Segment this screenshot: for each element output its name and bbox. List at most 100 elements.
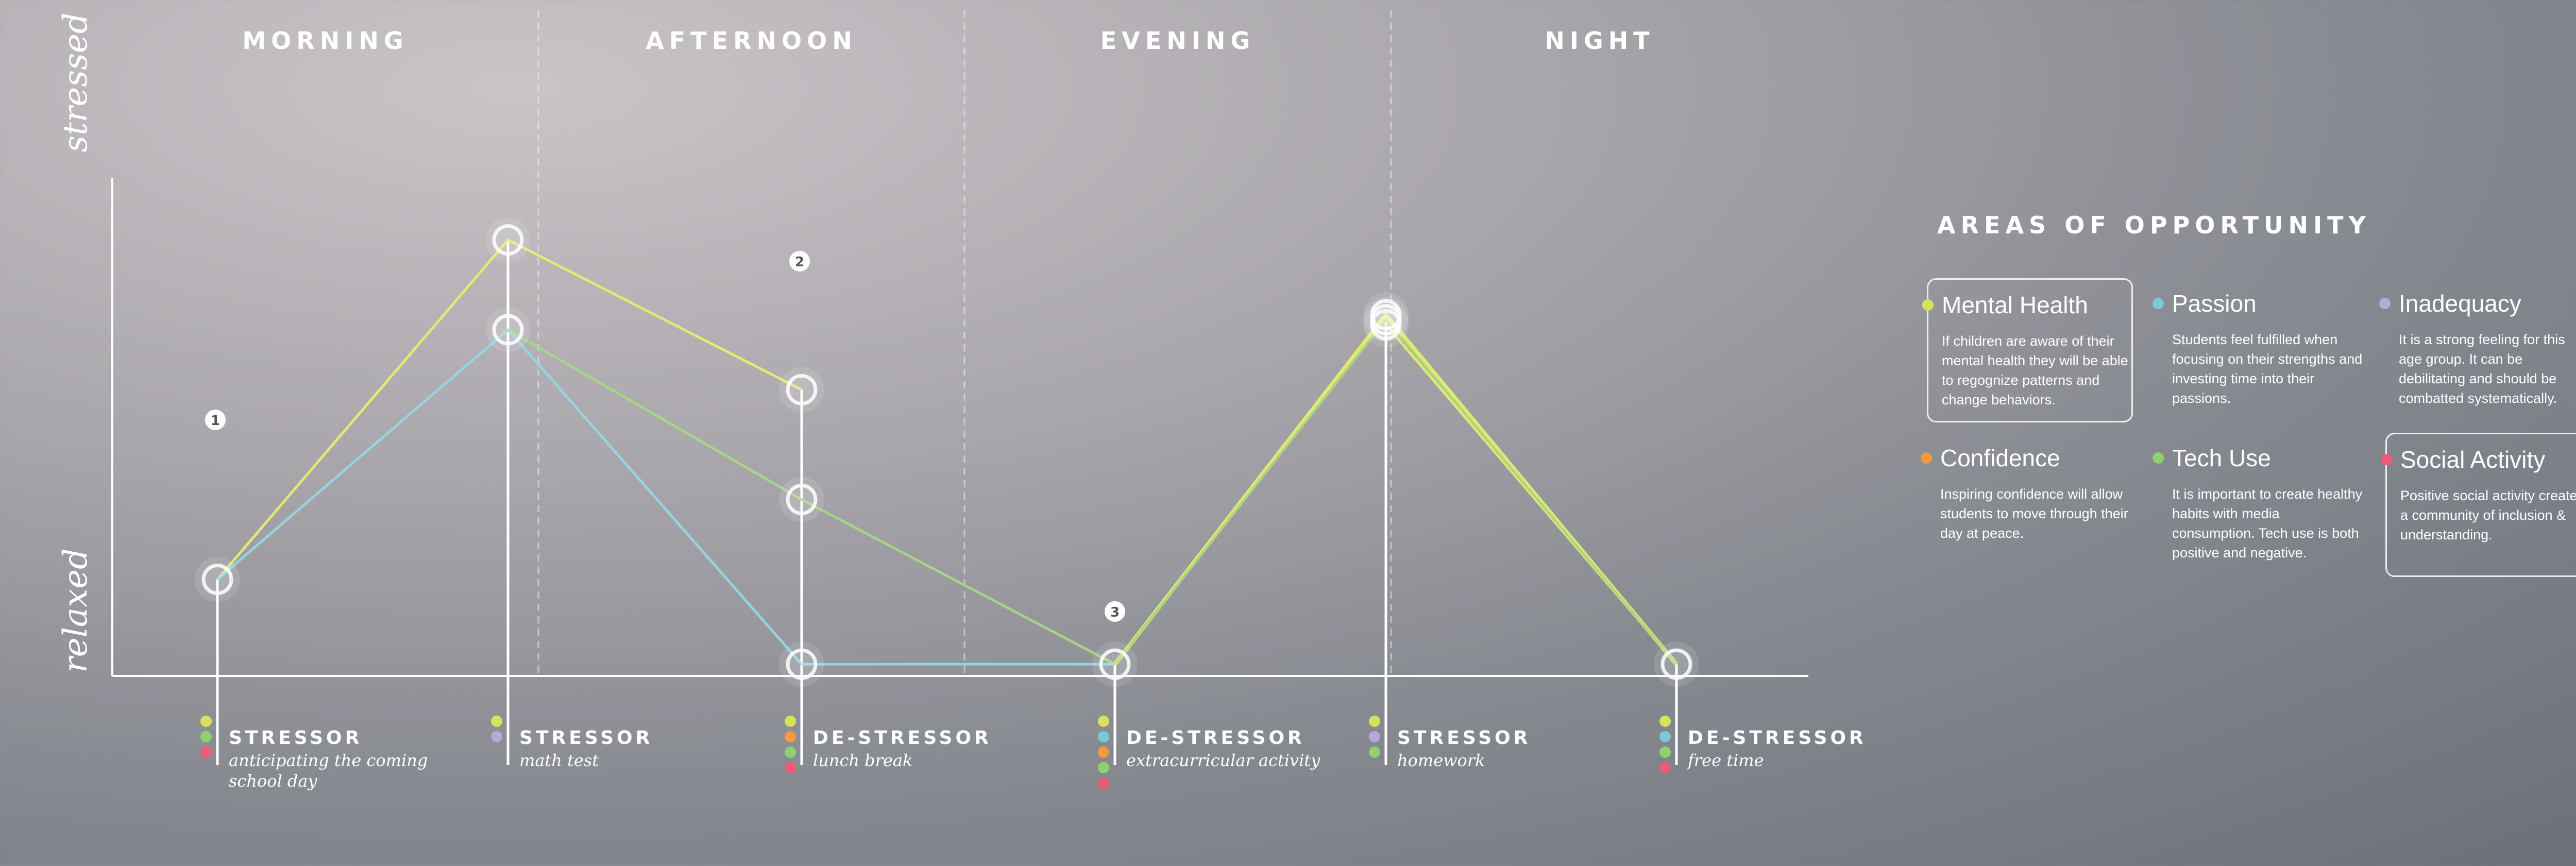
series-line-evening-peak xyxy=(1113,313,1679,666)
y-label-stressed: stressed xyxy=(57,12,95,152)
data-node-glow xyxy=(1654,641,1699,687)
data-node xyxy=(492,314,524,346)
category-dot xyxy=(1369,746,1380,758)
event-description: extracurricular activity xyxy=(1126,751,1320,770)
opportunity-description: If children are aware of their mental he… xyxy=(1942,333,2128,407)
category-dot xyxy=(200,731,212,742)
series-lines xyxy=(216,239,1679,666)
data-node-glow xyxy=(779,477,824,522)
opportunity-title: Tech Use xyxy=(2172,445,2271,471)
event-type: DE-STRESSOR xyxy=(1688,727,1867,749)
data-node xyxy=(1099,648,1131,680)
data-node-glow xyxy=(779,367,824,413)
category-dot xyxy=(1098,777,1109,789)
series-line-evening-peak xyxy=(1114,318,1677,665)
data-node xyxy=(1370,304,1402,336)
period-label: AFTERNOON xyxy=(646,27,857,55)
numbered-markers: 1 2 3 xyxy=(205,251,1125,622)
category-dot xyxy=(1369,716,1380,727)
y-scale-labels: stressed relaxed xyxy=(57,12,95,673)
category-dot xyxy=(2153,298,2164,309)
opportunity-description: It is important to create healthy habits… xyxy=(2172,486,2363,561)
opportunity-title: Passion xyxy=(2172,290,2257,317)
data-node-glow xyxy=(779,641,824,687)
category-dot xyxy=(1098,716,1109,727)
event-stems xyxy=(216,240,1678,765)
marker-number: 3 xyxy=(1110,605,1120,620)
event-description: lunch break xyxy=(813,751,912,770)
data-node xyxy=(492,224,524,256)
data-node xyxy=(1660,648,1692,680)
event-type: STRESSOR xyxy=(1397,727,1531,749)
event-description: free time xyxy=(1687,751,1764,770)
series-line xyxy=(507,328,1116,666)
category-dot xyxy=(1659,762,1671,773)
category-dot xyxy=(1659,731,1671,742)
event-type: STRESSOR xyxy=(519,727,653,749)
category-dot xyxy=(2379,298,2391,309)
marker-number: 2 xyxy=(795,254,804,270)
data-node xyxy=(786,648,818,680)
period-dividers xyxy=(537,10,1392,676)
chart-axes xyxy=(111,178,1808,677)
category-dot xyxy=(1659,746,1671,758)
category-dot xyxy=(785,731,796,742)
data-nodes xyxy=(195,217,1699,687)
opportunity-title: Inadequacy xyxy=(2399,290,2521,317)
opportunity-title: Confidence xyxy=(1940,445,2060,471)
category-dot xyxy=(491,731,502,742)
category-dot xyxy=(2381,454,2392,465)
event-type: STRESSOR xyxy=(229,727,362,749)
series-line xyxy=(216,328,1115,666)
category-dot xyxy=(785,716,796,727)
opportunity-description: It is a strong feeling for this age grou… xyxy=(2399,332,2565,406)
opportunity-description: Positive social activity creates a commu… xyxy=(2400,488,2576,542)
opportunity-card: Mental Health If children are aware of th… xyxy=(1922,278,2133,422)
event-description: homework xyxy=(1397,751,1485,770)
areas-title: AREAS OF OPPORTUNITY xyxy=(1937,211,2371,239)
category-dot xyxy=(1098,762,1109,773)
opportunity-card: Confidence Inspiring confidence will allo… xyxy=(1921,433,2133,577)
category-dot xyxy=(1369,731,1380,742)
data-node-glow xyxy=(485,307,531,353)
marker-number: 1 xyxy=(211,413,220,429)
period-label: NIGHT xyxy=(1545,27,1654,55)
data-node-glow xyxy=(1363,297,1409,343)
opportunity-title: Mental Health xyxy=(1942,292,2088,318)
marker-badge xyxy=(205,410,226,430)
category-dot xyxy=(2153,452,2164,464)
opportunity-card: Tech Use It is important to create health… xyxy=(2153,433,2365,582)
event-type: DE-STRESSOR xyxy=(1126,727,1305,749)
event-type: DE-STRESSOR xyxy=(813,727,992,749)
opportunity-title: Social Activity xyxy=(2400,446,2546,473)
data-node-glow xyxy=(485,217,531,263)
category-dot xyxy=(1098,731,1109,742)
data-node xyxy=(786,373,818,405)
data-node-glow xyxy=(195,556,240,602)
opportunity-card: Social Activity Positive social activity … xyxy=(2381,433,2576,577)
category-dot xyxy=(1659,716,1671,727)
event-description: anticipating the coming xyxy=(229,751,428,770)
category-dot xyxy=(1921,452,1932,464)
category-dot xyxy=(1098,746,1109,758)
data-node xyxy=(201,564,233,596)
category-dot xyxy=(200,716,212,727)
opportunity-description: Students feel fulfilled when focusing on… xyxy=(2172,332,2363,406)
marker-badge xyxy=(789,251,810,271)
event-description: school day xyxy=(229,771,317,791)
marker-badge xyxy=(1105,601,1125,622)
series-line xyxy=(216,239,803,581)
category-dot xyxy=(200,746,212,758)
y-label-relaxed: relaxed xyxy=(57,548,95,673)
data-node xyxy=(786,484,818,516)
category-dot xyxy=(1922,299,1934,311)
opportunity-description: Inspiring confidence will allow students… xyxy=(1940,486,2128,541)
event-description: math test xyxy=(519,751,599,770)
category-dot xyxy=(785,762,796,773)
data-node-glow xyxy=(1092,641,1138,687)
period-label: MORNING xyxy=(242,27,408,55)
opportunity-card: Inadequacy It is a strong feeling for thi… xyxy=(2379,278,2576,422)
category-dot xyxy=(785,746,796,758)
